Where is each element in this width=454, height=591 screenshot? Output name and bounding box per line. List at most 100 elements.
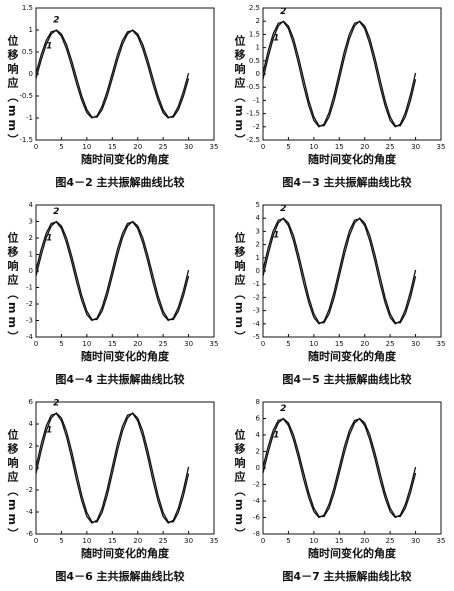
y-tick-label: 0 <box>256 464 260 472</box>
x-tick-label: 5 <box>59 143 63 151</box>
y-axis-label: 位移响应（mm） <box>233 428 247 542</box>
y-axis-label: 位移响应（mm） <box>6 428 20 542</box>
series-label: 1 <box>273 33 279 43</box>
y-tick-label: -4 <box>26 333 34 341</box>
series-line <box>262 418 417 519</box>
y-tick-label: -4 <box>253 497 261 505</box>
x-tick-label: 0 <box>34 143 38 151</box>
chart-panel: 0 5 10 15 20 25 30 35 -1.5 -1 -0.5 0 0.5 1 1.5 位移响应（mm）… <box>6 4 218 189</box>
series-line <box>262 20 417 128</box>
y-tick-label: -2 <box>26 300 33 308</box>
x-tick-label: 25 <box>386 537 395 545</box>
y-tick-label: 8 <box>256 398 260 406</box>
chart-panel: 0 5 10 15 20 25 30 35 -8 -6 -4 -2 0 2 4 6 8 位移响应（mm） 随时间变化… <box>233 398 445 583</box>
y-tick-label: -2 <box>253 293 260 301</box>
x-tick-label: 30 <box>184 340 193 348</box>
x-tick-label: 5 <box>286 537 290 545</box>
y-tick-label: 2 <box>256 448 260 456</box>
x-tick-label: 15 <box>108 537 117 545</box>
x-tick-label: 30 <box>184 537 193 545</box>
x-tick-label: 20 <box>360 537 369 545</box>
x-axis-label: 随时间变化的角度 <box>81 152 170 166</box>
y-tick-label: 0 <box>29 267 33 275</box>
y-tick-label: 0 <box>29 464 33 472</box>
y-tick-label: 3 <box>256 227 260 235</box>
y-tick-label: 1 <box>29 26 33 34</box>
x-tick-label: 15 <box>335 537 344 545</box>
y-tick-label: -4 <box>253 320 261 328</box>
series-line <box>262 217 417 325</box>
x-tick-label: 30 <box>411 143 420 151</box>
series-line <box>262 217 417 324</box>
y-tick-label: 4 <box>29 201 34 209</box>
figure-caption: 图4－6 主共振解曲线比较 <box>55 569 184 583</box>
x-tick-label: 35 <box>210 340 219 348</box>
x-tick-label: 20 <box>133 340 142 348</box>
series-line <box>262 417 417 518</box>
y-tick-label: 2 <box>29 442 33 450</box>
y-tick-label: -2 <box>253 123 260 131</box>
chart-panel: 0 5 10 15 20 25 30 35 -6 -4 -2 0 2 4 6 位移响应（mm） 随时间变化的角度… <box>6 398 218 583</box>
y-tick-label: 0.5 <box>249 57 260 65</box>
x-tick-label: 15 <box>108 340 117 348</box>
x-axis-label: 随时间变化的角度 <box>308 152 397 166</box>
x-tick-label: 10 <box>82 340 91 348</box>
y-tick-label: -2 <box>26 486 33 494</box>
y-tick-label: -6 <box>253 514 261 522</box>
x-tick-label: 10 <box>309 340 318 348</box>
plot-frame <box>262 401 442 535</box>
x-tick-label: 5 <box>286 340 290 348</box>
y-tick-label: -2 <box>253 481 260 489</box>
x-tick-label: 25 <box>386 340 395 348</box>
y-tick-label: 4 <box>256 431 261 439</box>
x-tick-label: 5 <box>59 537 63 545</box>
x-tick-label: 0 <box>261 340 265 348</box>
y-tick-label: -1 <box>253 96 260 104</box>
series-label: 2 <box>280 7 286 17</box>
y-tick-label: -5 <box>253 333 260 341</box>
series-label: 2 <box>280 404 286 414</box>
x-axis-label: 随时间变化的角度 <box>81 349 170 363</box>
y-tick-label: -1.5 <box>246 110 260 118</box>
y-tick-label: 3 <box>29 218 33 226</box>
x-tick-label: 20 <box>360 340 369 348</box>
x-tick-label: 10 <box>82 143 91 151</box>
y-tick-label: 4 <box>256 214 261 222</box>
x-tick-label: 5 <box>286 143 290 151</box>
series-label: 2 <box>53 399 59 409</box>
y-tick-label: 1.5 <box>249 30 260 38</box>
y-tick-label: -3 <box>253 307 260 315</box>
y-tick-label: 2.5 <box>249 4 260 12</box>
y-axis-label: 位移响应（mm） <box>6 34 20 148</box>
series-line <box>35 412 190 523</box>
x-tick-label: 10 <box>309 143 318 151</box>
x-tick-label: 15 <box>335 143 344 151</box>
x-tick-label: 20 <box>133 143 142 151</box>
y-tick-label: 0.5 <box>22 48 33 56</box>
chart-panel: 0 5 10 15 20 25 30 35 -2.5 -2 -1.5 -1 -0.5 0 0.5 1 1.5 2 2… <box>233 4 445 189</box>
x-axis-label: 随时间变化的角度 <box>81 546 170 560</box>
series-line <box>35 29 190 119</box>
x-tick-label: 30 <box>411 340 420 348</box>
x-tick-label: 20 <box>360 143 369 151</box>
y-tick-label: 0 <box>29 70 33 78</box>
x-tick-label: 0 <box>261 537 265 545</box>
series-line <box>35 29 190 118</box>
chart-panel: 0 5 10 15 20 25 30 35 -5 -4 -3 -2 -1 0 1 2 3 4 5 位移响应（mm） 随时… <box>233 201 445 386</box>
figure-caption: 图4－3 主共振解曲线比较 <box>282 175 411 189</box>
y-tick-label: 6 <box>256 415 261 423</box>
x-tick-label: 0 <box>34 340 38 348</box>
plot-frame <box>35 7 215 141</box>
series-label: 1 <box>46 233 52 243</box>
y-tick-label: -0.5 <box>246 83 260 91</box>
y-tick-label: -3 <box>26 317 33 325</box>
y-tick-label: -2.5 <box>246 136 260 144</box>
x-tick-label: 30 <box>411 537 420 545</box>
y-tick-label: -8 <box>253 530 260 538</box>
series-label: 1 <box>46 41 52 51</box>
y-axis-label: 位移响应（mm） <box>233 34 247 148</box>
x-tick-label: 10 <box>309 537 318 545</box>
y-axis-label: 位移响应（mm） <box>233 231 247 345</box>
y-tick-label: 1 <box>29 251 33 259</box>
